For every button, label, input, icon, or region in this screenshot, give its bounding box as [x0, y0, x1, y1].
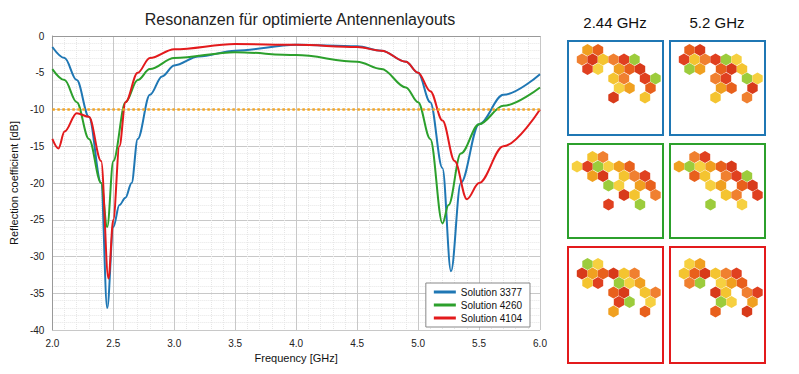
svg-text:-40: -40	[30, 325, 45, 336]
svg-text:0: 0	[39, 31, 45, 42]
svg-text:3.0: 3.0	[167, 338, 181, 349]
html-text:2.44 GHz: 2.44 GHz	[583, 14, 647, 31]
svg-text:4.0: 4.0	[289, 338, 303, 349]
svg-text:3.5: 3.5	[228, 338, 242, 349]
svg-text:2.5: 2.5	[106, 338, 120, 349]
svg-text:-35: -35	[30, 288, 45, 299]
svg-text:-25: -25	[30, 214, 45, 225]
svg-text:-20: -20	[30, 178, 45, 189]
svg-text:-10: -10	[30, 104, 45, 115]
svg-text:6.0: 6.0	[533, 338, 547, 349]
svg-text:Solution 3377: Solution 3377	[461, 287, 523, 298]
svg-text:Solution 4104: Solution 4104	[461, 313, 523, 324]
svg-text:-5: -5	[35, 67, 44, 78]
svg-text:5.5: 5.5	[472, 338, 486, 349]
svg-text:Frequency [GHz]: Frequency [GHz]	[255, 352, 338, 364]
svg-text:Reflection coefficient [dB]: Reflection coefficient [dB]	[8, 121, 20, 245]
svg-text:5.0: 5.0	[411, 338, 425, 349]
svg-text:-15: -15	[30, 141, 45, 152]
svg-text:Solution 4260: Solution 4260	[461, 300, 523, 311]
html-text:5.2 GHz: 5.2 GHz	[689, 14, 745, 31]
svg-text:2.0: 2.0	[45, 338, 59, 349]
svg-text:Resonanzen für optimierte Ante: Resonanzen für optimierte Antennenlayout…	[145, 11, 455, 28]
svg-text:4.5: 4.5	[350, 338, 364, 349]
svg-text:-30: -30	[30, 251, 45, 262]
